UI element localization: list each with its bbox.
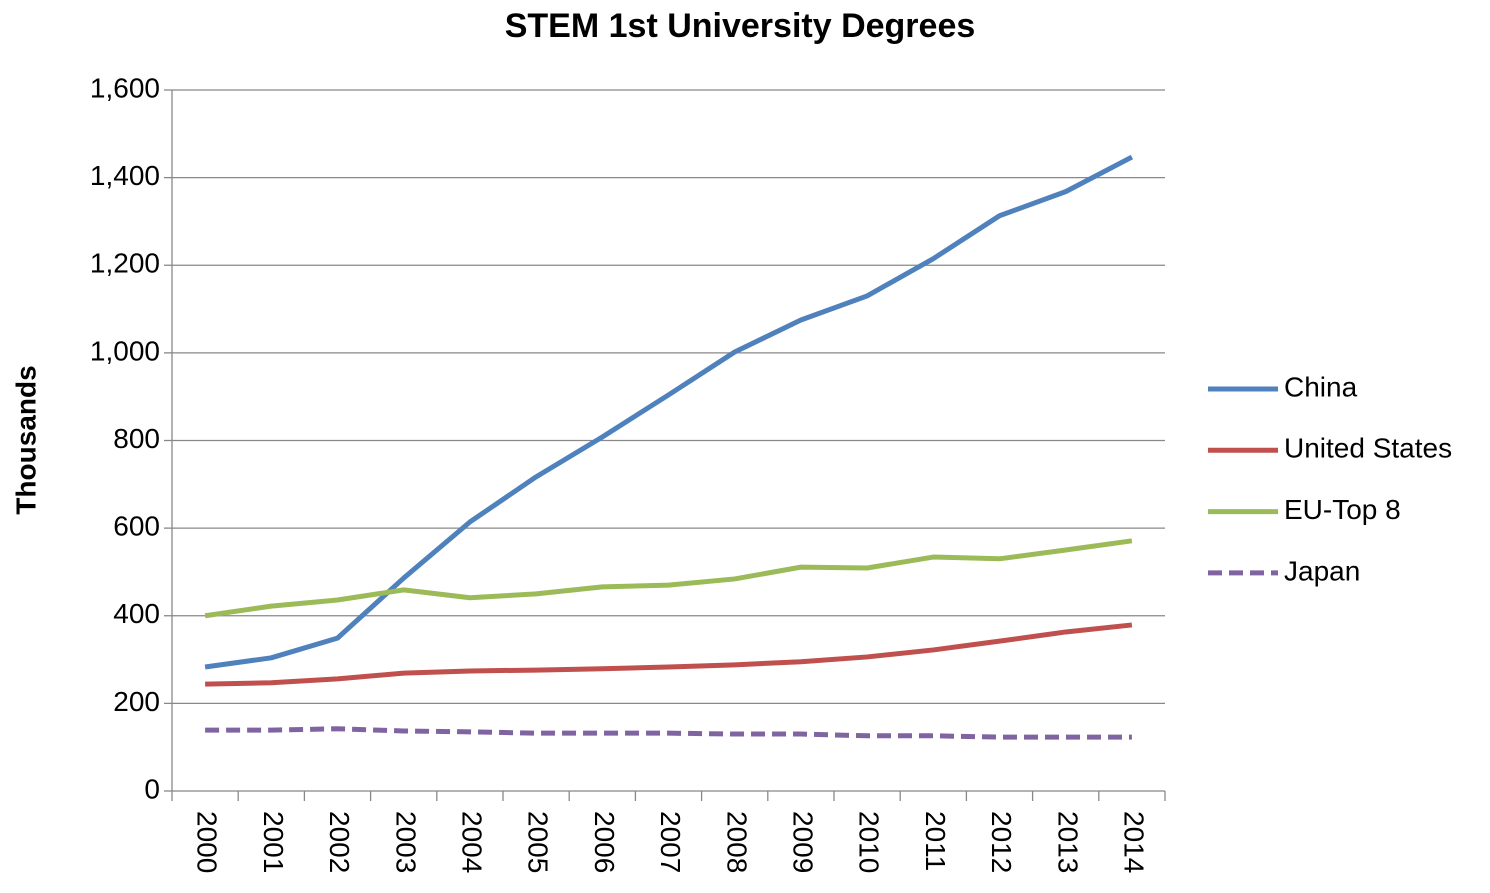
x-tick-label: 2009 bbox=[788, 811, 819, 873]
x-tick-label: 2005 bbox=[523, 811, 554, 873]
x-tick-label: 2004 bbox=[457, 811, 488, 873]
y-tick-label: 200 bbox=[113, 686, 160, 717]
x-tick-label: 2013 bbox=[1052, 811, 1083, 873]
y-tick-label: 600 bbox=[113, 511, 160, 542]
x-tick-label: 2014 bbox=[1119, 811, 1150, 873]
series-line bbox=[205, 726, 1132, 740]
series-line bbox=[204, 538, 1133, 619]
y-tick-label: 1,400 bbox=[90, 160, 160, 191]
legend-label: Japan bbox=[1284, 555, 1360, 586]
x-tick-label: 2006 bbox=[589, 811, 620, 873]
x-tick-label: 2007 bbox=[655, 811, 686, 873]
y-tick-label: 1,000 bbox=[90, 335, 160, 366]
legend-label: EU-Top 8 bbox=[1284, 494, 1401, 525]
series-line bbox=[205, 622, 1133, 687]
y-tick-label: 1,200 bbox=[90, 248, 160, 279]
legend-label: United States bbox=[1284, 433, 1452, 464]
series-line bbox=[204, 154, 1134, 670]
chart-title: STEM 1st University Degrees bbox=[505, 7, 976, 45]
x-tick-label: 2001 bbox=[258, 811, 289, 873]
y-tick-label: 400 bbox=[113, 598, 160, 629]
y-tick-label: 1,600 bbox=[90, 72, 160, 103]
x-tick-label: 2008 bbox=[721, 811, 752, 873]
y-axis-title: Thousands bbox=[10, 365, 41, 514]
x-tick-label: 2010 bbox=[854, 811, 885, 873]
y-tick-label: 0 bbox=[144, 773, 160, 804]
y-tick-label: 800 bbox=[113, 423, 160, 454]
x-tick-label: 2012 bbox=[986, 811, 1017, 873]
legend-label: China bbox=[1284, 371, 1358, 402]
x-tick-label: 2011 bbox=[920, 811, 951, 871]
x-tick-label: 2002 bbox=[324, 811, 355, 873]
x-tick-label: 2000 bbox=[192, 811, 223, 873]
x-tick-label: 2003 bbox=[390, 811, 421, 873]
